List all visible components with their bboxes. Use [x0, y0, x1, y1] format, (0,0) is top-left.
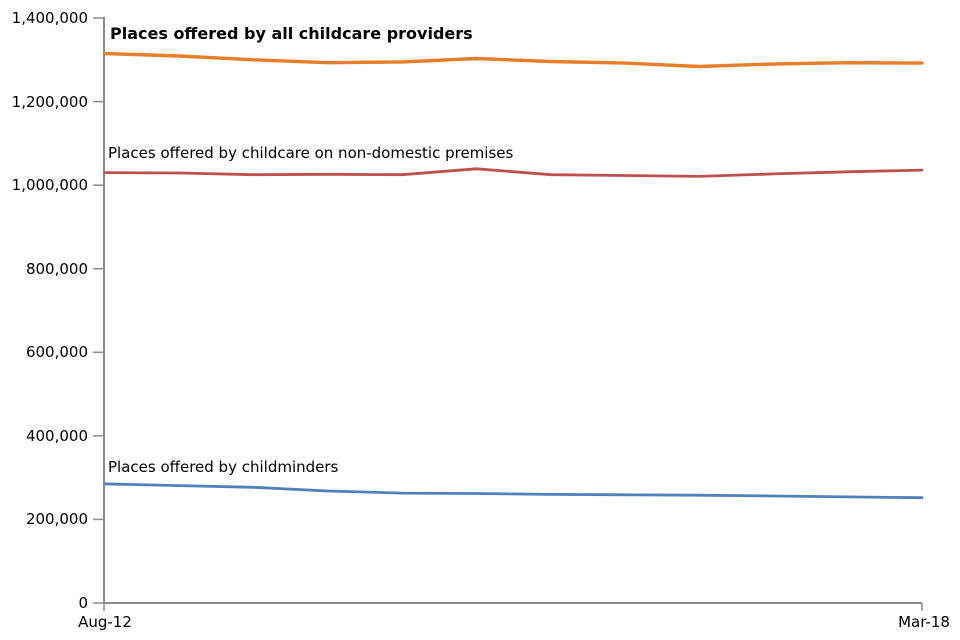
- series-line-childminders: [103, 482, 924, 500]
- series-label-all-providers: Places offered by all childcare provider…: [110, 24, 473, 43]
- y-tick-label: 400,000: [25, 426, 88, 445]
- y-tick-label: 200,000: [25, 510, 88, 529]
- x-axis-label-start: Aug-12: [78, 613, 132, 631]
- y-tick-label: 0: [78, 594, 88, 612]
- y-tick-label: 1,400,000: [11, 9, 88, 27]
- x-axis-label-end: Mar-18: [898, 613, 950, 631]
- series-line-non-domestic: [103, 167, 924, 178]
- y-tick-label: 1,000,000: [11, 176, 88, 195]
- y-tick-label: 1,200,000: [11, 92, 88, 111]
- y-tick-label: 800,000: [25, 259, 88, 278]
- y-tick-label: 600,000: [25, 343, 88, 362]
- series-line-all-providers: [103, 51, 924, 69]
- series-label-childminders: Places offered by childminders: [108, 458, 339, 476]
- series-label-non-domestic: Places offered by childcare on non-domes…: [108, 144, 514, 162]
- axes: [103, 17, 922, 604]
